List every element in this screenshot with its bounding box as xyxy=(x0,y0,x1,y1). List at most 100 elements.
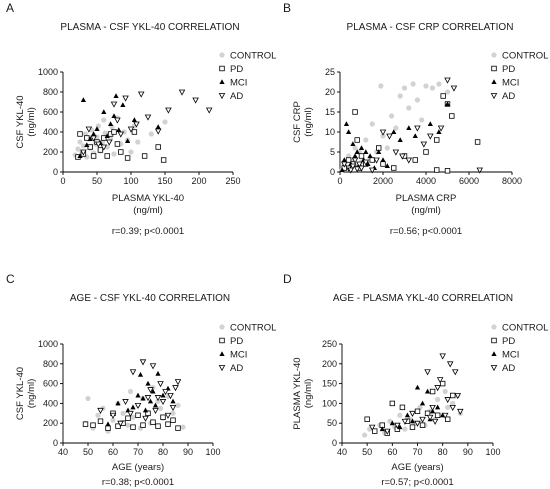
correlation-stat: r=0.39; p<0.0001 xyxy=(112,226,184,237)
legend: CONTROL PD MCI AD xyxy=(218,323,276,374)
chart-panel-c: C AGE - CSF YKL-40 CORRELATION 0 200 400 600 8… xyxy=(6,272,276,488)
data-point-ad xyxy=(85,126,93,133)
data-point-control xyxy=(180,424,186,430)
x-tick-label: 4000 xyxy=(416,176,436,186)
data-point-pd xyxy=(345,157,352,163)
data-point-control xyxy=(128,149,134,155)
series-mci xyxy=(77,93,161,158)
data-point-ad xyxy=(441,412,449,419)
data-point-pd xyxy=(358,153,365,159)
data-point-ad xyxy=(379,129,387,136)
data-point-ad xyxy=(401,418,409,425)
legend-label: AD xyxy=(230,363,243,374)
data-point-pd xyxy=(97,147,104,153)
data-point-ad xyxy=(351,157,359,164)
data-point-mci xyxy=(352,153,358,158)
data-point-ad xyxy=(178,89,186,96)
data-point-ad xyxy=(174,379,182,386)
series-pd xyxy=(341,93,481,174)
data-point-mci xyxy=(391,129,397,134)
data-point-ad xyxy=(109,412,117,419)
x-tick-label: 2000 xyxy=(373,176,393,186)
legend-label: MCI xyxy=(230,78,247,89)
data-point-pd xyxy=(170,417,176,423)
data-point-ad xyxy=(439,353,446,360)
data-point-mci xyxy=(406,125,412,130)
data-point-mci xyxy=(105,421,111,427)
data-point-pd xyxy=(391,165,397,171)
data-point-mci xyxy=(137,371,144,377)
data-point-ad xyxy=(420,141,428,148)
legend-marker xyxy=(218,93,226,100)
chart-title: AGE - PLASMA YKL-40 CORRELATION xyxy=(333,293,513,304)
data-point-pd xyxy=(440,93,446,99)
legend-marker xyxy=(491,52,497,58)
legend-label: AD xyxy=(502,363,515,374)
x-tick-label: 70 xyxy=(412,447,422,457)
data-point-pd xyxy=(412,157,418,163)
legend-label: CONTROL xyxy=(502,51,548,62)
series-ad xyxy=(97,359,182,427)
data-point-mci xyxy=(113,93,119,98)
data-point-pd xyxy=(160,157,167,163)
data-point-control xyxy=(346,153,352,159)
data-point-ad xyxy=(341,161,348,168)
x-tick-label: 60 xyxy=(387,447,397,457)
data-point-pd xyxy=(82,421,89,427)
legend-label: PD xyxy=(502,336,515,347)
data-point-ad xyxy=(368,167,376,174)
data-point-mci xyxy=(404,412,411,418)
y-tick-label: 1000 xyxy=(38,339,58,349)
data-point-pd xyxy=(175,425,181,431)
data-point-mci xyxy=(412,133,418,138)
legend-label: MCI xyxy=(230,350,247,361)
data-point-ad xyxy=(434,385,441,392)
data-point-mci xyxy=(363,149,369,154)
data-point-mci xyxy=(101,109,107,114)
data-point-ad xyxy=(134,402,142,410)
data-point-ad xyxy=(139,359,147,366)
data-point-ad xyxy=(449,404,457,411)
data-point-pd xyxy=(131,129,138,135)
data-point-ad xyxy=(169,404,177,411)
data-point-control xyxy=(162,119,168,125)
data-point-pd xyxy=(150,419,156,425)
data-point-ad xyxy=(446,361,454,368)
data-point-ad xyxy=(127,410,134,417)
y-tick-label: 20 xyxy=(325,87,335,97)
data-point-mci xyxy=(379,426,385,432)
x-axis-label: AGE (years) xyxy=(112,462,164,473)
x-tick-label: 50 xyxy=(83,447,93,457)
data-point-mci xyxy=(116,127,122,132)
data-point-pd xyxy=(130,424,136,430)
data-point-ad xyxy=(356,161,363,168)
data-point-control xyxy=(369,121,375,127)
data-point-pd xyxy=(444,416,451,422)
data-point-ad xyxy=(451,369,459,376)
data-point-control xyxy=(429,85,436,91)
data-point-ad xyxy=(399,153,406,160)
legend: CONTROL PD MCI AD xyxy=(490,51,548,102)
data-point-control xyxy=(352,145,358,151)
data-point-ad xyxy=(427,133,434,140)
data-point-mci xyxy=(111,113,117,118)
data-point-pd xyxy=(140,422,146,428)
data-point-mci xyxy=(130,404,136,410)
data-point-ad xyxy=(392,149,400,156)
chart-title: PLASMA - CSF CRP CORRELATION xyxy=(347,22,514,33)
data-point-pd xyxy=(90,422,96,428)
data-point-ad xyxy=(444,77,451,84)
data-point-control xyxy=(423,83,429,89)
data-point-mci xyxy=(358,145,365,150)
x-tick-label: 90 xyxy=(183,447,193,457)
chart-panel-d: D AGE - PLASMA YKL-40 CORRELATION 0 50 100 15… xyxy=(283,272,548,488)
data-point-ad xyxy=(373,157,380,164)
data-point-control xyxy=(444,89,451,95)
data-point-ad xyxy=(122,399,129,406)
x-axis-label: PLASMA CRP xyxy=(396,193,457,204)
data-point-mci xyxy=(339,167,345,172)
data-point-control xyxy=(363,137,369,143)
legend-marker xyxy=(491,351,497,356)
data-point-ad xyxy=(127,126,135,133)
data-point-control xyxy=(401,85,408,91)
